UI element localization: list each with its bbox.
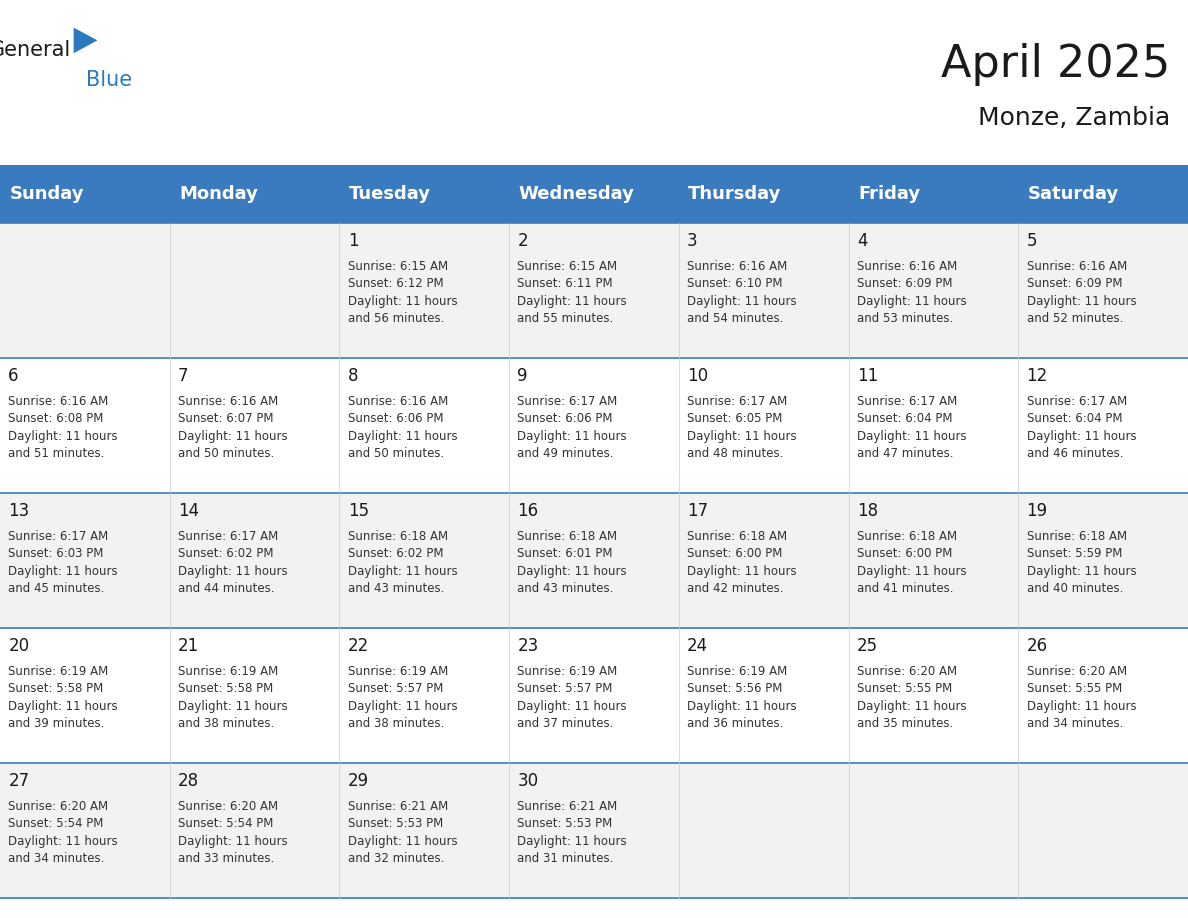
Text: 10: 10 [687,367,708,386]
Text: 17: 17 [687,502,708,521]
Text: 14: 14 [178,502,200,521]
Text: Sunrise: 6:17 AM
Sunset: 6:06 PM
Daylight: 11 hours
and 49 minutes.: Sunrise: 6:17 AM Sunset: 6:06 PM Dayligh… [518,395,627,460]
Text: Blue: Blue [87,70,132,90]
Text: Sunrise: 6:18 AM
Sunset: 6:02 PM
Daylight: 11 hours
and 43 minutes.: Sunrise: 6:18 AM Sunset: 6:02 PM Dayligh… [348,530,457,595]
Text: Sunrise: 6:18 AM
Sunset: 6:01 PM
Daylight: 11 hours
and 43 minutes.: Sunrise: 6:18 AM Sunset: 6:01 PM Dayligh… [518,530,627,595]
Polygon shape [74,28,97,53]
Bar [0,165,1188,223]
Text: Sunrise: 6:18 AM
Sunset: 6:00 PM
Daylight: 11 hours
and 41 minutes.: Sunrise: 6:18 AM Sunset: 6:00 PM Dayligh… [857,530,967,595]
Bar [0,223,1188,358]
Text: 2: 2 [518,232,529,251]
Text: 27: 27 [8,772,30,790]
Text: Sunrise: 6:19 AM
Sunset: 5:56 PM
Daylight: 11 hours
and 36 minutes.: Sunrise: 6:19 AM Sunset: 5:56 PM Dayligh… [687,665,797,730]
Text: 23: 23 [518,637,538,655]
Text: Sunday: Sunday [10,185,84,203]
Text: Tuesday: Tuesday [349,185,431,203]
Text: 28: 28 [178,772,200,790]
Text: Friday: Friday [858,185,921,203]
Text: Sunrise: 6:20 AM
Sunset: 5:55 PM
Daylight: 11 hours
and 34 minutes.: Sunrise: 6:20 AM Sunset: 5:55 PM Dayligh… [1026,665,1136,730]
Text: 21: 21 [178,637,200,655]
Text: 8: 8 [348,367,359,386]
Text: 4: 4 [857,232,867,251]
Text: Sunrise: 6:17 AM
Sunset: 6:03 PM
Daylight: 11 hours
and 45 minutes.: Sunrise: 6:17 AM Sunset: 6:03 PM Dayligh… [8,530,118,595]
Text: 25: 25 [857,637,878,655]
Text: Sunrise: 6:16 AM
Sunset: 6:09 PM
Daylight: 11 hours
and 53 minutes.: Sunrise: 6:16 AM Sunset: 6:09 PM Dayligh… [857,260,967,325]
Text: 24: 24 [687,637,708,655]
Text: 13: 13 [8,502,30,521]
Text: Sunrise: 6:18 AM
Sunset: 5:59 PM
Daylight: 11 hours
and 40 minutes.: Sunrise: 6:18 AM Sunset: 5:59 PM Dayligh… [1026,530,1136,595]
Text: Sunrise: 6:15 AM
Sunset: 6:12 PM
Daylight: 11 hours
and 56 minutes.: Sunrise: 6:15 AM Sunset: 6:12 PM Dayligh… [348,260,457,325]
Text: 6: 6 [8,367,19,386]
Text: Sunrise: 6:20 AM
Sunset: 5:54 PM
Daylight: 11 hours
and 33 minutes.: Sunrise: 6:20 AM Sunset: 5:54 PM Dayligh… [178,800,287,865]
Text: 12: 12 [1026,367,1048,386]
Text: 29: 29 [348,772,368,790]
Text: Sunrise: 6:17 AM
Sunset: 6:02 PM
Daylight: 11 hours
and 44 minutes.: Sunrise: 6:17 AM Sunset: 6:02 PM Dayligh… [178,530,287,595]
Text: 22: 22 [348,637,369,655]
Text: Sunrise: 6:16 AM
Sunset: 6:10 PM
Daylight: 11 hours
and 54 minutes.: Sunrise: 6:16 AM Sunset: 6:10 PM Dayligh… [687,260,797,325]
Text: Sunrise: 6:16 AM
Sunset: 6:08 PM
Daylight: 11 hours
and 51 minutes.: Sunrise: 6:16 AM Sunset: 6:08 PM Dayligh… [8,395,118,460]
Text: Sunrise: 6:20 AM
Sunset: 5:55 PM
Daylight: 11 hours
and 35 minutes.: Sunrise: 6:20 AM Sunset: 5:55 PM Dayligh… [857,665,967,730]
Text: Monze, Zambia: Monze, Zambia [978,106,1170,129]
Text: Thursday: Thursday [688,185,782,203]
Text: Sunrise: 6:21 AM
Sunset: 5:53 PM
Daylight: 11 hours
and 31 minutes.: Sunrise: 6:21 AM Sunset: 5:53 PM Dayligh… [518,800,627,865]
Text: Monday: Monday [179,185,258,203]
Text: 20: 20 [8,637,30,655]
Text: Sunrise: 6:19 AM
Sunset: 5:58 PM
Daylight: 11 hours
and 38 minutes.: Sunrise: 6:19 AM Sunset: 5:58 PM Dayligh… [178,665,287,730]
Text: Sunrise: 6:19 AM
Sunset: 5:58 PM
Daylight: 11 hours
and 39 minutes.: Sunrise: 6:19 AM Sunset: 5:58 PM Dayligh… [8,665,118,730]
Text: Sunrise: 6:18 AM
Sunset: 6:00 PM
Daylight: 11 hours
and 42 minutes.: Sunrise: 6:18 AM Sunset: 6:00 PM Dayligh… [687,530,797,595]
Text: Wednesday: Wednesday [519,185,634,203]
Text: Sunrise: 6:17 AM
Sunset: 6:05 PM
Daylight: 11 hours
and 48 minutes.: Sunrise: 6:17 AM Sunset: 6:05 PM Dayligh… [687,395,797,460]
Text: Sunrise: 6:17 AM
Sunset: 6:04 PM
Daylight: 11 hours
and 46 minutes.: Sunrise: 6:17 AM Sunset: 6:04 PM Dayligh… [1026,395,1136,460]
Text: 3: 3 [687,232,697,251]
Text: 19: 19 [1026,502,1048,521]
Text: 30: 30 [518,772,538,790]
Text: Sunrise: 6:19 AM
Sunset: 5:57 PM
Daylight: 11 hours
and 38 minutes.: Sunrise: 6:19 AM Sunset: 5:57 PM Dayligh… [348,665,457,730]
Text: General: General [0,39,71,60]
Text: 11: 11 [857,367,878,386]
Text: 1: 1 [348,232,359,251]
Text: Sunrise: 6:15 AM
Sunset: 6:11 PM
Daylight: 11 hours
and 55 minutes.: Sunrise: 6:15 AM Sunset: 6:11 PM Dayligh… [518,260,627,325]
Text: April 2025: April 2025 [941,43,1170,85]
Text: Sunrise: 6:21 AM
Sunset: 5:53 PM
Daylight: 11 hours
and 32 minutes.: Sunrise: 6:21 AM Sunset: 5:53 PM Dayligh… [348,800,457,865]
Bar [0,763,1188,898]
Text: Saturday: Saturday [1028,185,1119,203]
Text: Sunrise: 6:20 AM
Sunset: 5:54 PM
Daylight: 11 hours
and 34 minutes.: Sunrise: 6:20 AM Sunset: 5:54 PM Dayligh… [8,800,118,865]
Text: 26: 26 [1026,637,1048,655]
Bar [0,628,1188,763]
Text: Sunrise: 6:19 AM
Sunset: 5:57 PM
Daylight: 11 hours
and 37 minutes.: Sunrise: 6:19 AM Sunset: 5:57 PM Dayligh… [518,665,627,730]
Text: 15: 15 [348,502,368,521]
Text: 9: 9 [518,367,527,386]
Text: Sunrise: 6:16 AM
Sunset: 6:06 PM
Daylight: 11 hours
and 50 minutes.: Sunrise: 6:16 AM Sunset: 6:06 PM Dayligh… [348,395,457,460]
Bar [0,358,1188,493]
Text: Sunrise: 6:16 AM
Sunset: 6:09 PM
Daylight: 11 hours
and 52 minutes.: Sunrise: 6:16 AM Sunset: 6:09 PM Dayligh… [1026,260,1136,325]
Bar [0,493,1188,628]
Text: 7: 7 [178,367,189,386]
Text: 5: 5 [1026,232,1037,251]
Text: Sunrise: 6:17 AM
Sunset: 6:04 PM
Daylight: 11 hours
and 47 minutes.: Sunrise: 6:17 AM Sunset: 6:04 PM Dayligh… [857,395,967,460]
Text: 16: 16 [518,502,538,521]
Text: Sunrise: 6:16 AM
Sunset: 6:07 PM
Daylight: 11 hours
and 50 minutes.: Sunrise: 6:16 AM Sunset: 6:07 PM Dayligh… [178,395,287,460]
Text: 18: 18 [857,502,878,521]
